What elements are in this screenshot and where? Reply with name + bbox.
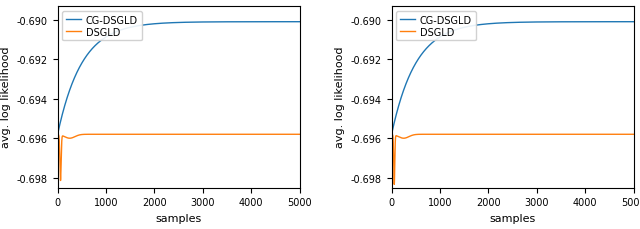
- DSGLD: [388, 134, 396, 136]
- DSGLD: [630, 133, 637, 136]
- CG-DSGLD: [171, 22, 179, 25]
- DSGLD: [57, 179, 65, 182]
- DSGLD: [606, 133, 614, 136]
- DSGLD: [505, 133, 513, 136]
- X-axis label: samples: samples: [490, 213, 536, 223]
- DSGLD: [278, 133, 286, 136]
- CG-DSGLD: [278, 21, 286, 24]
- Line: CG-DSGLD: CG-DSGLD: [392, 23, 634, 135]
- CG-DSGLD: [630, 21, 637, 24]
- DSGLD: [555, 133, 563, 136]
- DSGLD: [54, 134, 61, 136]
- CG-DSGLD: [388, 133, 396, 136]
- DSGLD: [435, 133, 443, 136]
- CG-DSGLD: [280, 21, 287, 24]
- Line: DSGLD: DSGLD: [392, 135, 634, 185]
- DSGLD: [280, 133, 287, 136]
- CG-DSGLD: [221, 21, 228, 24]
- CG-DSGLD: [612, 21, 620, 24]
- Legend: CG-DSGLD, DSGLD: CG-DSGLD, DSGLD: [396, 12, 476, 41]
- DSGLD: [614, 133, 621, 136]
- DSGLD: [171, 133, 179, 136]
- DSGLD: [101, 133, 109, 136]
- DSGLD: [221, 133, 229, 136]
- DSGLD: [105, 133, 113, 136]
- DSGLD: [296, 133, 303, 136]
- Y-axis label: avg. log likelihood: avg. log likelihood: [335, 47, 345, 148]
- CG-DSGLD: [54, 133, 61, 136]
- CG-DSGLD: [101, 37, 109, 40]
- Y-axis label: avg. log likelihood: avg. log likelihood: [1, 47, 11, 148]
- CG-DSGLD: [555, 21, 563, 24]
- CG-DSGLD: [272, 21, 280, 24]
- Line: DSGLD: DSGLD: [58, 135, 300, 181]
- X-axis label: samples: samples: [156, 213, 202, 223]
- DSGLD: [390, 183, 398, 186]
- CG-DSGLD: [606, 21, 614, 24]
- DSGLD: [272, 133, 280, 136]
- DSGLD: [612, 133, 620, 136]
- CG-DSGLD: [504, 22, 512, 25]
- CG-DSGLD: [614, 21, 621, 24]
- CG-DSGLD: [435, 37, 443, 40]
- Legend: CG-DSGLD, DSGLD: CG-DSGLD, DSGLD: [63, 12, 142, 41]
- Line: CG-DSGLD: CG-DSGLD: [58, 23, 300, 135]
- DSGLD: [439, 133, 447, 136]
- CG-DSGLD: [296, 21, 303, 24]
